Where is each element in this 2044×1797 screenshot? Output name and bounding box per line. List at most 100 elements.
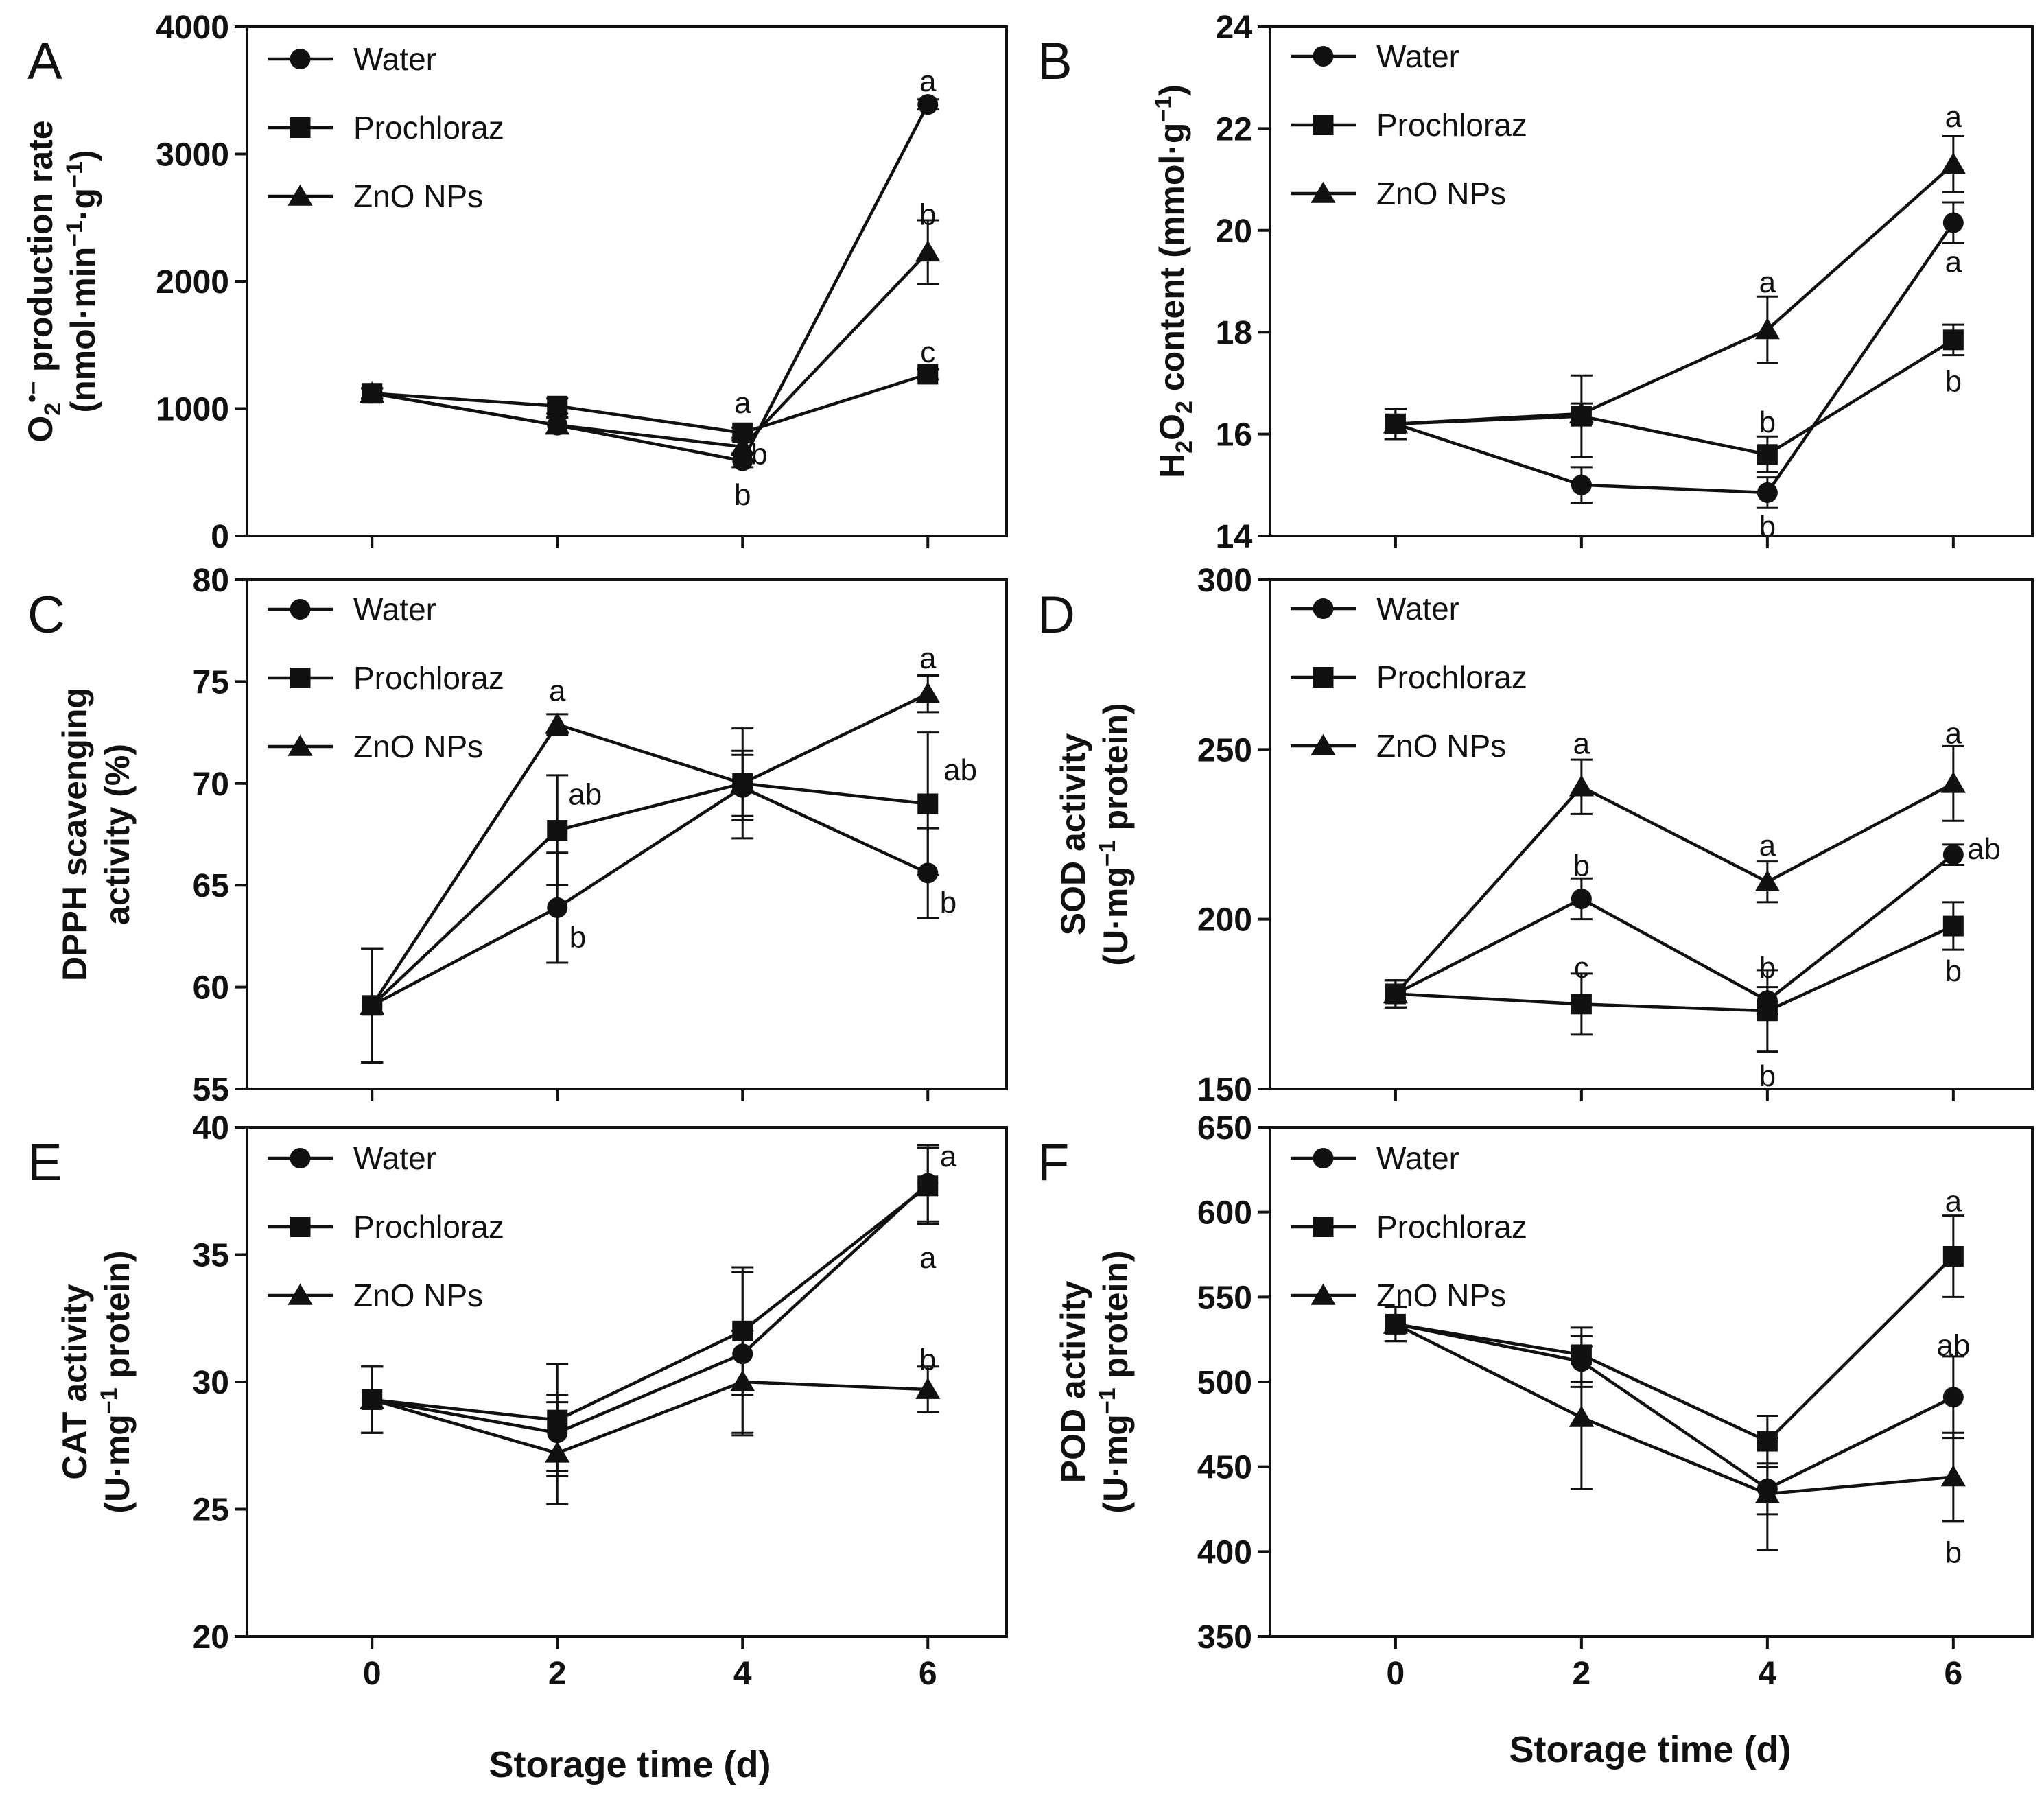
y-axis-title-line: SOD activity <box>1054 733 1092 936</box>
panel-label: F <box>1037 1134 1069 1192</box>
significance-letter: b <box>919 1343 936 1377</box>
x-tick-label: 4 <box>733 1656 752 1692</box>
legend-label: Prochloraz <box>353 660 504 696</box>
series-zno-nps <box>360 1330 941 1505</box>
legend-marker <box>1313 46 1334 67</box>
y-tick-label: 20 <box>193 1619 229 1656</box>
legend-label: Prochloraz <box>1376 107 1527 143</box>
plot-frame <box>246 578 1008 1090</box>
y-axis-title-line: CAT activity <box>56 1284 94 1479</box>
axis-title-part: production rate <box>21 120 60 381</box>
series-line <box>371 1380 928 1455</box>
axis-title-part: 2 <box>1171 401 1197 414</box>
y-axis-title-line: (U·mg−1 protein) <box>96 1250 137 1513</box>
y-axis-title-line: O2•– production rate <box>19 120 66 442</box>
data-point <box>1942 915 1964 937</box>
axis-title-part: −1 <box>1094 840 1120 867</box>
axis-title-part: ·g <box>64 188 102 220</box>
significance-letter: b <box>940 886 956 919</box>
data-point <box>1942 844 1964 865</box>
data-point <box>730 771 755 793</box>
axis-title-part: (U·mg <box>1096 1414 1135 1513</box>
significance-letter: ab <box>943 753 977 787</box>
legend-label: Water <box>1376 38 1459 74</box>
data-point <box>547 395 568 416</box>
y-axis-title: O2•– production rate (nmol·min−1·g−1) <box>19 120 102 442</box>
data-point <box>1940 152 1966 174</box>
series-line <box>1394 782 1954 995</box>
axis-title-part: (nmol·min <box>64 247 102 413</box>
y-axis-title: POD activity (U·mg−1 protein) <box>1054 1250 1135 1513</box>
significance-letter: b <box>1945 1536 1962 1569</box>
series-line <box>1395 1255 1955 1444</box>
significance-letter: c <box>920 336 935 369</box>
significance-letter: ab <box>1936 1329 1970 1363</box>
significance-letter: a <box>940 1140 957 1173</box>
legend-marker <box>290 117 311 138</box>
legend-marker <box>1311 181 1336 203</box>
legend-label: Prochloraz <box>1376 1209 1527 1245</box>
y-tick-label: 16 <box>1216 417 1252 454</box>
y-tick-label: 55 <box>193 1072 229 1108</box>
y-tick-label: 14 <box>1216 519 1253 555</box>
data-point <box>917 364 939 385</box>
x-axis-title-left: Storage time (d) <box>489 1744 771 1785</box>
axis-title-part: −1 <box>62 220 88 247</box>
x-tick-label: 6 <box>1944 1656 1962 1692</box>
significance-letter: ab <box>1967 832 2001 866</box>
significance-letter: a <box>919 642 937 675</box>
y-axis-title: SOD activity (U·mg−1 protein) <box>1054 703 1135 965</box>
y-tick-label: 400 <box>1197 1534 1252 1571</box>
data-point <box>1571 994 1592 1015</box>
significance-letter: a <box>1945 717 1962 751</box>
significance-letter: a <box>734 386 751 420</box>
y-tick-label: 1000 <box>156 392 229 428</box>
y-axis-title: H2O2 content (mmol·g−1) <box>1151 84 1197 478</box>
y-tick-label: 60 <box>193 970 229 1007</box>
significance-letter: a <box>1759 266 1776 299</box>
panel-A: 0 1000 2000 3000 4000 O2•– production rate (nm… <box>19 10 1008 555</box>
significance-letter: b <box>1945 954 1962 988</box>
data-point <box>360 994 385 1015</box>
axis-title-part: protein) <box>98 1250 137 1387</box>
data-point <box>915 240 941 262</box>
legend-label: ZnO NPs <box>353 178 483 214</box>
axis-title-part: ) <box>1153 84 1191 96</box>
series-line <box>1395 924 1954 1013</box>
y-tick-label: 25 <box>193 1492 229 1529</box>
y-axis-title: DPPH scavenging activity (%) <box>56 688 137 981</box>
legend: Water Prochloraz ZnO NPs <box>1291 1140 1527 1313</box>
data-point <box>545 1441 570 1463</box>
significance-letter: a <box>1945 1184 1962 1218</box>
data-point <box>1383 1312 1409 1334</box>
y-tick-label: 24 <box>1216 10 1253 46</box>
legend-marker <box>290 1217 311 1237</box>
y-tick-label: 0 <box>211 519 229 555</box>
legend-marker <box>1313 115 1334 135</box>
y-tick-label: 350 <box>1197 1619 1252 1656</box>
legend-marker <box>290 49 311 69</box>
series-line <box>371 1182 929 1435</box>
data-point <box>545 413 570 435</box>
legend: Water Prochloraz ZnO NPs <box>1291 591 1527 764</box>
data-point <box>1383 982 1409 1004</box>
data-point <box>1757 482 1778 503</box>
data-point <box>1571 474 1592 495</box>
legend-label: ZnO NPs <box>353 729 483 764</box>
legend: Water Prochloraz ZnO NPs <box>1291 38 1527 211</box>
data-point <box>1571 888 1592 909</box>
y-tick-label: 250 <box>1197 732 1252 768</box>
x-tick-label: 2 <box>548 1656 567 1692</box>
series-zno-nps <box>1383 744 1966 1009</box>
panel-F: 350 400 450 500 550 600 650 0 2 4 6 POD activity (U·… <box>1037 1110 2034 1692</box>
axis-title-part: •– <box>19 381 45 403</box>
data-point <box>1569 1405 1594 1427</box>
data-point <box>1754 1481 1780 1504</box>
series-zno-nps <box>1383 1306 1966 1551</box>
panel-D: 150 200 250 300 SOD activity (U·mg−1 protein)… <box>1037 563 2034 1108</box>
axis-title-part: O <box>1153 414 1191 441</box>
data-point <box>360 381 385 403</box>
axis-title-part: activity (%) <box>98 744 137 925</box>
